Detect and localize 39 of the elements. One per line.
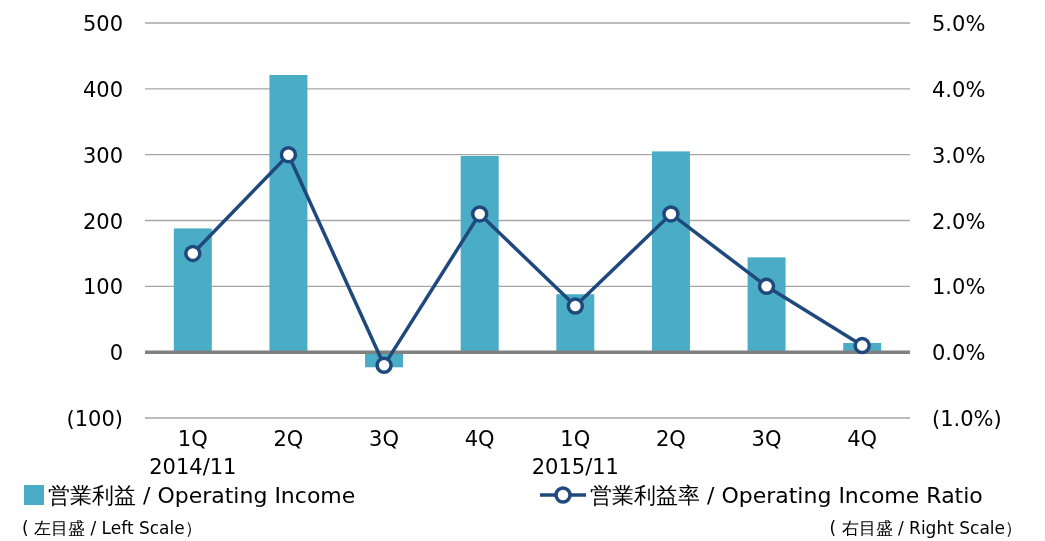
text: ( 左目盛 / Left Scale） bbox=[22, 518, 202, 538]
y2-tick-label: 2.0% bbox=[932, 209, 986, 234]
point bbox=[279, 145, 298, 164]
y-tick-label: 100 bbox=[82, 275, 123, 300]
point bbox=[184, 244, 202, 263]
y-tick-label: 300 bbox=[82, 143, 123, 168]
y2-tick-label: 0.0% bbox=[932, 341, 986, 366]
legend-label: 営業利益率 / Operating Income Ratio bbox=[590, 483, 983, 508]
y-tick-label: 0 bbox=[109, 341, 123, 366]
x-tick-label: 4Q bbox=[847, 427, 878, 451]
text: ( 右目盛 / Right Scale） bbox=[829, 518, 1022, 538]
x-tick-label: 3Q bbox=[751, 427, 782, 451]
y-tick-label: 200 bbox=[82, 209, 123, 234]
x-tick-label: 3Q bbox=[369, 427, 400, 451]
point bbox=[470, 205, 489, 223]
bar bbox=[747, 257, 786, 353]
y2-tick-label: 4.0% bbox=[932, 77, 986, 102]
y2-tick-label: (1.0%) bbox=[932, 407, 1002, 431]
point bbox=[662, 205, 680, 223]
x-tick-label: 2Q bbox=[655, 427, 686, 451]
y-tick-label: 500 bbox=[82, 12, 123, 36]
y2-tick-label: 1.0% bbox=[932, 275, 986, 300]
x-tick-label: 4Q bbox=[464, 427, 495, 451]
point bbox=[853, 336, 871, 355]
bar bbox=[269, 75, 308, 353]
x-tick-label: 1Q 2014/11 bbox=[149, 427, 237, 479]
x-tick-label: 1Q 2015/11 bbox=[531, 427, 619, 479]
point bbox=[757, 277, 776, 296]
bar bbox=[651, 151, 690, 353]
y2-tick-label: 5.0% bbox=[932, 12, 986, 36]
legend-label: 営業利益 / Operating Income bbox=[48, 483, 356, 508]
bar bbox=[460, 155, 499, 353]
x-tick-label: 2Q bbox=[273, 427, 304, 451]
y-tick-label: 400 bbox=[82, 77, 123, 102]
point bbox=[566, 297, 585, 315]
bar bbox=[173, 228, 212, 353]
point bbox=[375, 356, 393, 375]
y-tick-label: (100) bbox=[66, 407, 123, 431]
y2-tick-label: 3.0% bbox=[932, 143, 986, 168]
